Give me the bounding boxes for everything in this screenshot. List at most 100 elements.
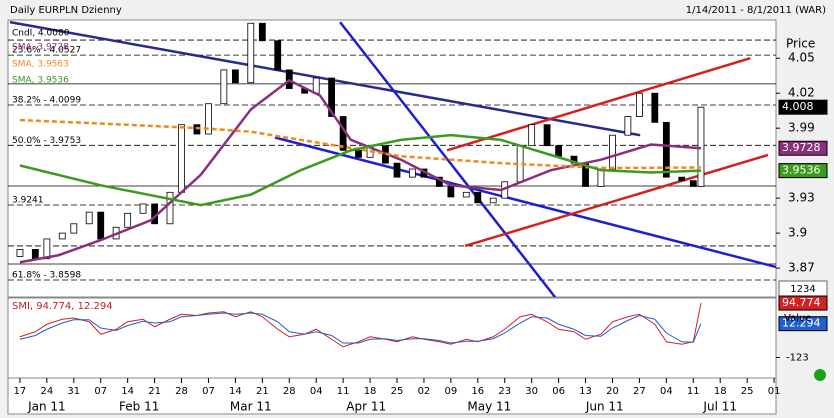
candle: [124, 212, 132, 228]
candle: [651, 92, 659, 123]
candle: [462, 191, 470, 198]
indicator-panel: [7, 297, 777, 379]
level-label: 3.9241: [12, 196, 44, 206]
candle: [247, 22, 255, 84]
y-tick-label: -123: [786, 353, 809, 364]
series-line: [19, 78, 702, 264]
candle: [85, 211, 93, 225]
value-box-label: 12.294: [782, 317, 821, 330]
legend-entry: SMA, 3.9563: [12, 60, 69, 70]
x-tick-label: 18: [364, 386, 377, 397]
candle: [597, 168, 605, 187]
trend-line: [446, 57, 751, 152]
candle: [70, 223, 78, 234]
x-tick-label: 16: [471, 386, 484, 397]
candle: [474, 191, 482, 204]
x-tick-label: 25: [741, 386, 754, 397]
candle: [662, 121, 670, 178]
x-tick-label: 25: [391, 386, 404, 397]
series-line: [19, 302, 702, 348]
candle: [58, 232, 66, 240]
month-label: May 11: [467, 400, 511, 414]
widget-text[interactable]: 1234: [790, 284, 815, 295]
main-plot: 23.6% - 4.0527 38.2% - 4.0099 50.0% - 3.97…: [8, 20, 776, 297]
candle: [16, 249, 24, 257]
x-tick-label: 28: [283, 386, 296, 397]
x-tick-label: 04: [660, 386, 673, 397]
overlay: 4.05 4.02 3.99 3.93 3.9 3.87 Price 3.9728 3.9536…: [12, 29, 828, 414]
x-tick-label: 14: [121, 386, 134, 397]
main-panel: [7, 19, 777, 298]
axis-label: Price: [786, 37, 815, 51]
y-tick-label: 4.02: [788, 86, 815, 100]
candle: [489, 197, 497, 204]
legend-entry: SMA, 3.9728: [12, 43, 69, 53]
x-tick-label: 17: [14, 386, 27, 397]
chart-title: Daily EURPLN Dzienny: [10, 5, 122, 16]
time-axis-panel: [7, 377, 777, 415]
y-tick-label: 4.05: [788, 51, 815, 65]
candle: [43, 238, 51, 260]
x-tick-label: 24: [40, 386, 53, 397]
candle: [678, 176, 686, 182]
candle: [624, 116, 632, 136]
axis-label: Value: [784, 313, 811, 324]
x-tick-label: 09: [445, 386, 458, 397]
candle: [312, 77, 320, 94]
x-tick-label: 27: [633, 386, 646, 397]
month-label: Jan 11: [27, 400, 66, 414]
month-label: Feb 11: [119, 400, 159, 414]
value-box: [778, 163, 828, 179]
x-tick-label: 13: [579, 386, 592, 397]
level-label: 61.8% - 3.8598: [12, 270, 81, 280]
value-box-label: 4.008: [782, 100, 814, 113]
legend-entry: Cndl, 4.0080: [12, 29, 70, 39]
level-label: 38.2% - 4.0099: [12, 95, 81, 105]
value-box-label: 94.774: [782, 296, 821, 309]
trend-line: [464, 153, 769, 248]
x-tick-label: 21: [256, 386, 269, 397]
x-tick-label: 07: [202, 386, 215, 397]
level-label: 23.6% - 4.0527: [12, 46, 81, 56]
x-tick-label: 18: [714, 386, 727, 397]
y-tick-label: 3.99: [788, 121, 815, 135]
x-tick-label: 21: [148, 386, 161, 397]
x-tick-label: 11: [337, 386, 350, 397]
candle: [393, 162, 401, 178]
candle: [139, 203, 147, 214]
candle: [543, 124, 551, 147]
series-line: [19, 312, 702, 344]
y-tick-label: 3.87: [788, 261, 815, 275]
x-tick-label: 28: [175, 386, 188, 397]
y-tick-label: 3.9: [788, 226, 807, 240]
indicator-title: SMI, 94.774, 12.294: [12, 301, 113, 312]
x-tick-label: 07: [94, 386, 107, 397]
candle: [231, 69, 239, 84]
value-box: [778, 295, 828, 311]
indicator-plot: [19, 302, 702, 348]
candle: [178, 124, 185, 193]
level-label: 50.0% - 3.9753: [12, 136, 81, 146]
value-box: [778, 316, 828, 332]
candle: [274, 40, 282, 71]
x-tick-label: 11: [687, 386, 700, 397]
candle: [328, 77, 335, 117]
candle: [528, 124, 536, 147]
candle: [355, 149, 362, 158]
trend-line: [9, 20, 641, 137]
status-dot: [814, 369, 826, 381]
value-box-label: 3.9536: [782, 164, 821, 177]
candle: [609, 134, 616, 170]
legend-entry: SMA, 3.9536: [12, 76, 69, 86]
x-tick-label: 20: [606, 386, 619, 397]
trend-line: [339, 21, 557, 297]
month-label: Apr 11: [346, 400, 386, 414]
value-box: [778, 99, 828, 115]
candle: [166, 191, 174, 225]
candle: [97, 211, 105, 240]
candle: [408, 168, 416, 178]
y-tick-label: 3.93: [788, 191, 815, 205]
x-tick-label: 04: [310, 386, 323, 397]
x-tick-label: 01: [768, 386, 781, 397]
